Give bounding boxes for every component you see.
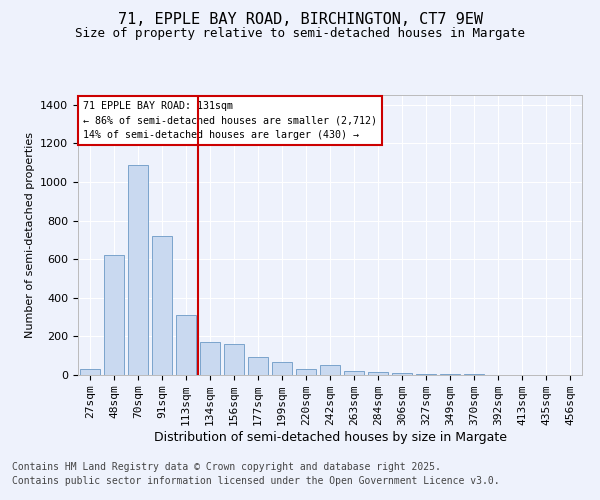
Text: 71, EPPLE BAY ROAD, BIRCHINGTON, CT7 9EW: 71, EPPLE BAY ROAD, BIRCHINGTON, CT7 9EW xyxy=(118,12,482,28)
Bar xyxy=(416,374,436,375)
Bar xyxy=(104,256,124,375)
Bar xyxy=(272,362,292,375)
Bar xyxy=(80,369,100,375)
Y-axis label: Number of semi-detached properties: Number of semi-detached properties xyxy=(25,132,35,338)
Bar xyxy=(368,372,388,375)
Bar xyxy=(440,374,460,375)
X-axis label: Distribution of semi-detached houses by size in Margate: Distribution of semi-detached houses by … xyxy=(154,431,506,444)
Text: Contains HM Land Registry data © Crown copyright and database right 2025.: Contains HM Land Registry data © Crown c… xyxy=(12,462,441,472)
Bar xyxy=(128,164,148,375)
Bar xyxy=(464,374,484,375)
Text: Size of property relative to semi-detached houses in Margate: Size of property relative to semi-detach… xyxy=(75,28,525,40)
Bar xyxy=(248,356,268,375)
Bar xyxy=(344,371,364,375)
Bar xyxy=(176,315,196,375)
Bar xyxy=(320,366,340,375)
Bar xyxy=(224,344,244,375)
Text: Contains public sector information licensed under the Open Government Licence v3: Contains public sector information licen… xyxy=(12,476,500,486)
Bar xyxy=(392,374,412,375)
Bar xyxy=(152,236,172,375)
Bar xyxy=(200,342,220,375)
Bar xyxy=(296,369,316,375)
Text: 71 EPPLE BAY ROAD: 131sqm
← 86% of semi-detached houses are smaller (2,712)
14% : 71 EPPLE BAY ROAD: 131sqm ← 86% of semi-… xyxy=(83,100,377,140)
